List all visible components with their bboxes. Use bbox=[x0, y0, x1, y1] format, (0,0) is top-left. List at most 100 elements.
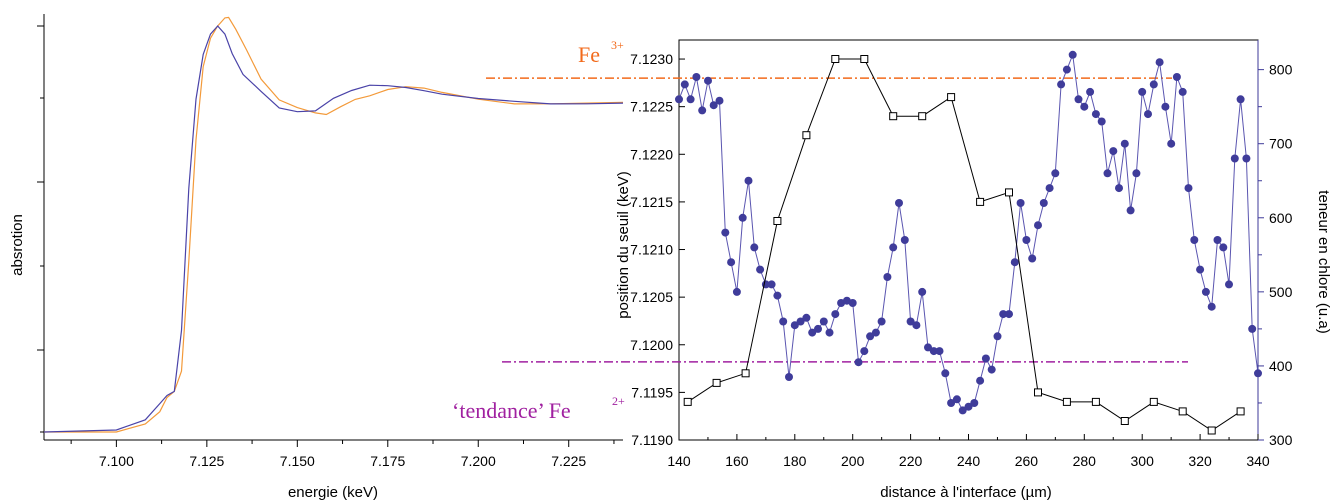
chlorine-point bbox=[1103, 169, 1112, 178]
right-y-tick-label: 7.1200 bbox=[630, 337, 673, 353]
edge-position-point bbox=[947, 93, 956, 102]
chlorine-point bbox=[1254, 369, 1262, 378]
chlorine-point bbox=[1184, 184, 1193, 193]
chlorine-point bbox=[976, 376, 985, 385]
chlorine-point bbox=[1086, 87, 1095, 96]
chlorine-point bbox=[987, 365, 996, 374]
chlorine-point bbox=[1236, 95, 1245, 104]
chlorine-point bbox=[1126, 206, 1135, 215]
chlorine-point bbox=[1242, 154, 1251, 163]
chlorine-point bbox=[1028, 254, 1037, 263]
right-y-tick-label: 7.1205 bbox=[630, 289, 673, 305]
chlorine-point bbox=[732, 287, 741, 296]
edge-position-point bbox=[802, 131, 811, 140]
chlorine-point bbox=[918, 287, 927, 296]
edge-position-series bbox=[683, 55, 1245, 435]
chlorine-point bbox=[1039, 199, 1048, 207]
right-y2-tick-label: 400 bbox=[1269, 358, 1293, 374]
chlorine-point bbox=[947, 399, 956, 407]
edge-position-point bbox=[773, 217, 782, 225]
chlorine-point bbox=[721, 228, 730, 237]
chlorine-point bbox=[1097, 117, 1106, 126]
edge-position-point bbox=[918, 112, 927, 121]
right-y2-tick-label: 500 bbox=[1269, 284, 1293, 300]
fe2-label: ‘tendance’ Fe bbox=[452, 398, 571, 423]
chlorine-point bbox=[715, 96, 724, 105]
chlorine-point bbox=[825, 328, 834, 337]
edge-position-point bbox=[976, 197, 985, 206]
chlorine-series bbox=[675, 50, 1262, 415]
right-y-ticks: 7.1190 7.1195 7.1200 7.1205 7.1210 7.1215 7.12… bbox=[630, 51, 685, 448]
chlorine-point bbox=[750, 243, 759, 252]
chlorine-point bbox=[686, 95, 695, 104]
right-x-ticks: 140 160 180 200 220 240 260 280 300 320 340 bbox=[667, 434, 1270, 469]
chlorine-point bbox=[1120, 139, 1129, 148]
chlorine-point bbox=[773, 291, 782, 300]
orange-spectrum-line bbox=[44, 16, 624, 433]
right-x-tick-label: 300 bbox=[1131, 453, 1155, 469]
left-x-axis-label: energie (keV) bbox=[288, 484, 378, 501]
chlorine-point bbox=[727, 258, 736, 267]
chlorine-point bbox=[900, 236, 909, 244]
right-y-tick-label: 7.1190 bbox=[631, 432, 673, 448]
chlorine-point bbox=[1045, 184, 1054, 193]
right-y-tick-label: 7.1210 bbox=[630, 242, 673, 258]
right-y2-ticks: 300 400 500 600 700 800 bbox=[1258, 62, 1293, 448]
edge-position-point bbox=[712, 378, 721, 387]
right-x-tick-label: 200 bbox=[841, 453, 865, 469]
chlorine-point bbox=[1010, 258, 1019, 267]
right-y2-tick-label: 600 bbox=[1269, 210, 1293, 226]
right-x-tick-label: 220 bbox=[899, 453, 923, 469]
chlorine-point bbox=[1172, 73, 1181, 81]
chlorine-point bbox=[1034, 221, 1042, 230]
chlorine-point bbox=[906, 317, 915, 326]
blue-spectrum-line bbox=[43, 25, 624, 433]
left-x-tick-label: 7.125 bbox=[189, 453, 224, 469]
chlorine-point bbox=[790, 321, 799, 330]
chlorine-point bbox=[1080, 102, 1089, 111]
chlorine-point bbox=[941, 369, 950, 378]
right-y2-tick-label: 800 bbox=[1269, 62, 1293, 78]
right-y-axis-label: position du seuil (keV) bbox=[615, 171, 632, 319]
edge-position-point bbox=[1034, 388, 1042, 397]
left-x-tick-label: 7.175 bbox=[370, 453, 405, 469]
chlorine-point bbox=[1132, 169, 1141, 178]
right-x-tick-label: 280 bbox=[1073, 453, 1097, 469]
right-y-tick-label: 7.1215 bbox=[630, 194, 673, 210]
chlorine-point bbox=[831, 310, 840, 319]
left-x-tick-label: 7.100 bbox=[99, 453, 134, 469]
chlorine-point bbox=[1051, 169, 1060, 178]
chlorine-point bbox=[819, 317, 828, 326]
chlorine-point bbox=[871, 328, 880, 337]
chlorine-point bbox=[935, 347, 944, 356]
right-x-tick-label: 260 bbox=[1015, 453, 1039, 469]
chlorine-point bbox=[924, 343, 932, 352]
chlorine-point bbox=[1230, 154, 1239, 163]
chlorine-point bbox=[1109, 147, 1118, 156]
right-x-tick-label: 340 bbox=[1246, 453, 1270, 469]
chlorine-point bbox=[698, 106, 707, 115]
edge-position-point bbox=[1236, 407, 1245, 416]
chlorine-point bbox=[964, 402, 973, 411]
chlorine-point bbox=[889, 243, 898, 252]
chlorine-point bbox=[1022, 236, 1031, 244]
edge-position-point bbox=[1005, 188, 1013, 197]
fe3-annotation: Fe 3+ bbox=[578, 38, 624, 67]
right-x-tick-label: 160 bbox=[725, 453, 749, 469]
chlorine-point bbox=[999, 310, 1008, 319]
right-y-tick-label: 7.1195 bbox=[631, 384, 673, 400]
right-y-tick-label: 7.1225 bbox=[630, 99, 673, 115]
chlorine-point bbox=[1213, 236, 1222, 244]
chlorine-point bbox=[1068, 50, 1077, 59]
left-chart: 7.100 7.125 7.150 7.175 7.200 7.225 energie (… bbox=[9, 14, 624, 501]
edge-position-point bbox=[1091, 397, 1100, 406]
chlorine-point bbox=[912, 321, 921, 330]
chlorine-point bbox=[952, 395, 961, 404]
chlorine-point bbox=[1005, 310, 1013, 319]
fe3-superscript: 3+ bbox=[611, 38, 624, 52]
right-x-axis-label: distance à l'interface (µm) bbox=[880, 484, 1052, 501]
chlorine-point bbox=[767, 280, 776, 289]
chlorine-point bbox=[1144, 110, 1152, 119]
chlorine-point bbox=[738, 213, 747, 222]
chlorine-point bbox=[1115, 184, 1123, 193]
